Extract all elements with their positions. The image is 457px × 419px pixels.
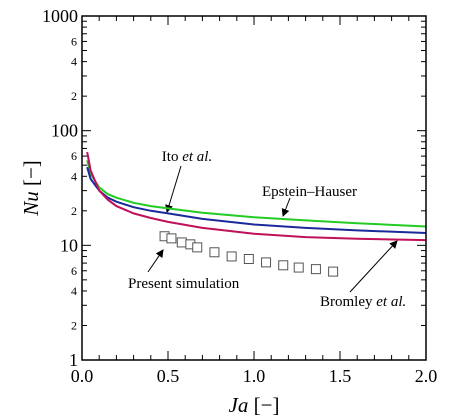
y-tick-label: 4: [71, 284, 77, 298]
annotation-part: Epstein–Hauser: [262, 184, 357, 200]
marker: [209, 247, 220, 258]
annotation-part: Present simulation: [128, 276, 240, 292]
arrow: [281, 197, 291, 217]
y-tick-label: 100: [51, 121, 78, 141]
x-tick-label: 1.0: [243, 366, 266, 386]
annotation-part: et al.: [182, 149, 212, 165]
marker: [243, 254, 254, 265]
annotation: Present simulation: [128, 276, 240, 292]
arrow: [165, 165, 182, 213]
y-tick-label: 2: [71, 89, 77, 103]
y-tick-label: 4: [71, 55, 77, 69]
x-axis-label-part: Ja: [229, 393, 249, 417]
x-tick-label: 0.5: [157, 366, 180, 386]
y-axis-label-part: [−]: [19, 160, 43, 191]
x-tick-label: 0.0: [71, 366, 94, 386]
marker: [166, 233, 177, 244]
marker: [176, 237, 187, 248]
x-axis-label-part: [−]: [248, 393, 279, 417]
y-tick-label: 6: [71, 264, 77, 278]
annotation-part: Bromley: [320, 294, 376, 310]
y-axis-label-part: Nu: [19, 191, 43, 217]
annotation: Ito et al.: [162, 149, 212, 165]
y-tick-label: 2: [71, 318, 77, 332]
marker: [261, 257, 272, 268]
data-line: [86, 151, 427, 242]
marker: [278, 260, 289, 271]
y-tick-label: 2: [71, 204, 77, 218]
y-tick-label: 4: [71, 169, 77, 183]
data-line: [86, 160, 427, 228]
y-tick-label: 6: [71, 34, 77, 48]
marker: [328, 266, 339, 277]
marker: [310, 264, 321, 275]
y-tick-label: 6: [71, 149, 77, 163]
y-axis-label: Nu [−]: [19, 160, 43, 217]
marker: [293, 262, 304, 273]
y-tick-label: 1: [69, 350, 78, 370]
annotation-part: Ito: [162, 149, 182, 165]
arrows: [147, 165, 398, 293]
y-tick-label: 10: [60, 235, 78, 255]
x-tick-label: 1.5: [329, 366, 352, 386]
marker: [226, 251, 237, 262]
annotation: Epstein–Hauser: [262, 184, 357, 200]
arrow: [349, 240, 398, 293]
x-axis-label: Ja [−]: [229, 393, 280, 417]
annotation-part: et al.: [376, 294, 406, 310]
annotation: Bromley et al.: [320, 294, 406, 310]
marker: [192, 242, 203, 253]
arrow: [147, 249, 164, 273]
x-tick-label: 2.0: [415, 366, 438, 386]
y-tick-label: 1000: [42, 6, 78, 26]
